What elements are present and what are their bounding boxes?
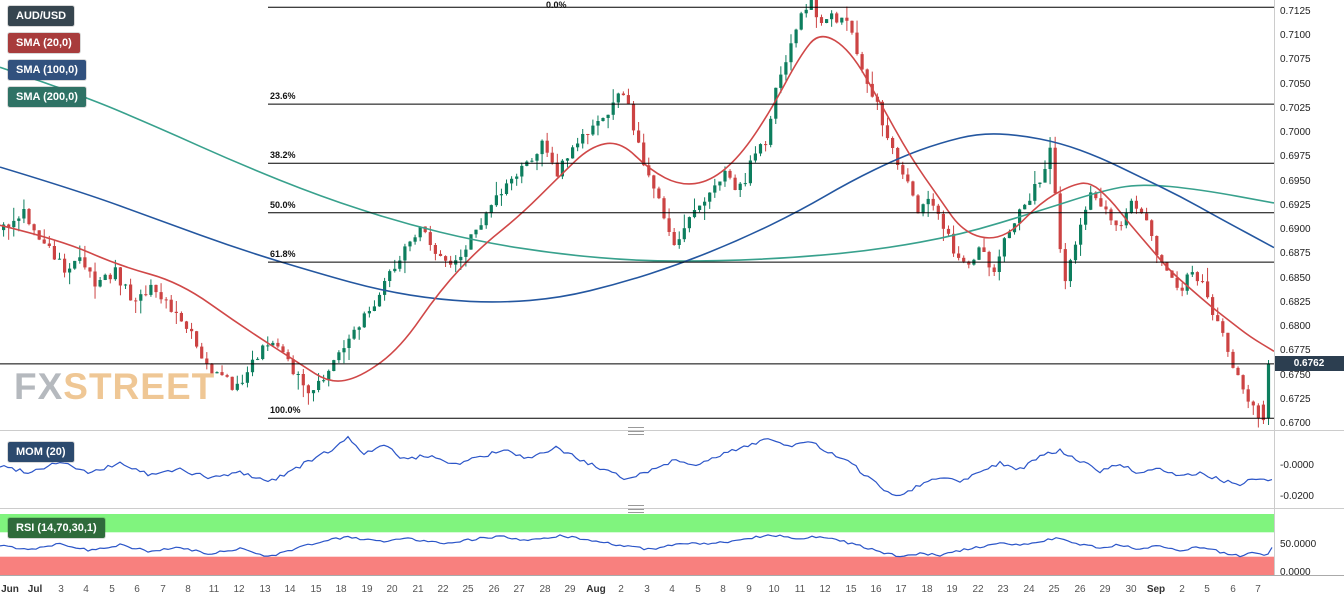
pane-resize-handle-top[interactable] — [628, 427, 644, 435]
y-axis-line — [1274, 0, 1275, 575]
legend-chip-sma100[interactable]: SMA (100,0) — [8, 60, 86, 80]
pane-separator-mom-rsi — [0, 508, 1344, 509]
last-price-badge: 0.6762 — [1274, 356, 1344, 371]
fxstreet-watermark: FXSTREET — [14, 366, 215, 408]
x-axis-line — [0, 575, 1344, 576]
mom-indicator-chip[interactable]: MOM (20) — [8, 442, 74, 462]
watermark-fx: FX — [14, 366, 64, 407]
pane-resize-handle-bottom[interactable] — [628, 505, 644, 513]
legend-chip-sma20[interactable]: SMA (20,0) — [8, 33, 80, 53]
watermark-street: STREET — [63, 366, 216, 407]
legend-chip-audusd[interactable]: AUD/USD — [8, 6, 75, 26]
legend-chip-sma200[interactable]: SMA (200,0) — [8, 87, 86, 107]
pane-separator-main-mom — [0, 430, 1344, 431]
rsi-indicator-chip[interactable]: RSI (14,70,30,1) — [8, 518, 105, 538]
